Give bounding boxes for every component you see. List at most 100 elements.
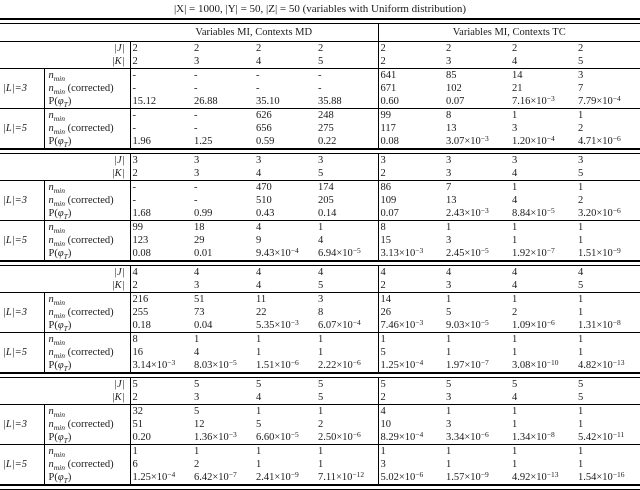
value-cell: 4 — [377, 265, 444, 279]
exponent: −3 — [415, 245, 424, 255]
value-cell: 26 — [377, 306, 444, 319]
value-cell: 5 — [194, 406, 200, 417]
value-cell: 1 — [512, 334, 518, 345]
exponent: −3 — [228, 429, 237, 439]
value-cell: 2.41×10−9 — [256, 469, 299, 484]
value-cell: 3 — [194, 155, 200, 166]
exponent: −3 — [415, 317, 424, 327]
value-cell: 1 — [377, 444, 444, 458]
jk-label-K: |K| — [44, 55, 130, 69]
value-cell: 7.16×10−3 — [510, 94, 576, 109]
value-cell: 1 — [446, 446, 452, 457]
value-cell: 3 — [444, 167, 510, 181]
value-cell: 0.18 — [129, 319, 192, 333]
value-cell: 4 — [377, 404, 444, 418]
value-cell: 8 — [446, 110, 452, 121]
value-cell: 3 — [377, 153, 444, 167]
row-label: nmin (corrected) — [48, 347, 114, 360]
spacer-cell — [0, 378, 44, 392]
value-cell: 1.57×10−9 — [446, 469, 489, 484]
value-cell: 2 — [377, 279, 444, 293]
data-row: nmin (corrected) - - - -671 102 21 7 — [0, 82, 640, 96]
value-cell: 510 — [256, 195, 272, 206]
value-cell: 99 — [377, 108, 444, 122]
row-label: nmin — [48, 182, 66, 195]
value-cell: 3.20×10−6 — [576, 206, 640, 221]
value-cell: 5 — [377, 346, 444, 359]
data-row: |L|=3 nmin 216 51 11 3 14 1 1 1 — [0, 292, 640, 333]
value-cell: 1 — [318, 334, 324, 345]
data-row: |L|=5 nmin - -626 248 99 8 1 1 — [0, 108, 640, 149]
value-cell: 0.07 — [377, 207, 444, 221]
value-cell: 7.46×10−3 — [377, 317, 444, 333]
rule-cell — [0, 372, 640, 378]
value-cell: 2.43×10−3 — [444, 205, 510, 221]
value-cell: 13 — [446, 123, 457, 134]
value-cell: 8.29×10−4 — [377, 430, 444, 445]
value-cell: 8 — [129, 332, 192, 346]
spacer-cell — [0, 55, 44, 69]
value-cell: 1 — [578, 406, 584, 417]
value-cell: 73 — [194, 307, 205, 318]
value-cell: 9.03×10−5 — [444, 318, 510, 333]
exponent: −6 — [415, 469, 424, 479]
value-cell: 4 — [512, 267, 518, 278]
data-row: nmin (corrected) 255 73 22 8 26 5 2 1 — [0, 306, 640, 320]
row-label: P(φT) — [44, 431, 130, 445]
exponent: −3 — [480, 205, 489, 215]
row-label: nmin (corrected) — [48, 307, 114, 320]
value-cell: 5 — [576, 167, 640, 181]
data-row: P(φT) 1.68 0.99 0.43 0.14 0.07 2.43×10−3 8.84×1… — [0, 205, 640, 221]
value-cell: 8 — [318, 307, 324, 318]
value-cell: 1 — [578, 446, 584, 457]
jk-label-J: |J| — [114, 43, 125, 54]
value-cell: - — [194, 83, 198, 94]
value-cell: 5 — [576, 55, 640, 69]
value-cell: 4 — [318, 267, 324, 278]
group-header-tc: Variables MI, Contexts TC — [377, 23, 640, 42]
value-cell: 1.34×10−8 — [510, 430, 576, 445]
exponent: −7 — [228, 469, 237, 479]
value-cell: 1 — [512, 406, 518, 417]
value-cell: - — [256, 83, 260, 94]
value-cell: 3 — [192, 391, 254, 405]
exponent: −4 — [415, 357, 424, 367]
row-label: P(φT) — [48, 248, 72, 261]
value-cell: 1 — [446, 459, 452, 470]
value-cell: 4 — [256, 222, 262, 233]
data-row: P(φT) 0.20 1.36×10−3 6.60×10−5 2.50×10−6 8.29… — [0, 429, 640, 445]
exponent: −9 — [612, 245, 621, 255]
value-cell: 1 — [578, 334, 584, 345]
jk-row-J: |J| 4 4 4 4 4 4 4 4 — [0, 265, 640, 279]
row-label: nmin — [48, 222, 66, 235]
exponent: −4 — [290, 245, 299, 255]
value-cell: 1 — [256, 446, 262, 457]
exponent: −6 — [290, 357, 299, 367]
value-cell: 2 — [446, 43, 452, 54]
value-cell: 51 — [129, 418, 192, 431]
value-cell: 2 — [512, 43, 518, 54]
value-cell: 3 — [192, 55, 254, 69]
exponent: −3 — [290, 317, 299, 327]
data-row: |L|=5 nmin 99 18 4 1 8 1 1 1 — [0, 220, 640, 261]
value-cell: 2 — [194, 459, 200, 470]
row-label: P(φT) — [48, 360, 72, 373]
value-cell: 1 — [512, 294, 518, 305]
block-label-L5: |L|=5 — [0, 444, 45, 485]
value-cell: 1 — [578, 307, 584, 318]
value-cell: 4 — [512, 195, 518, 206]
value-cell: 1.51×10−9 — [578, 245, 621, 260]
value-cell: 2.45×10−5 — [446, 245, 489, 260]
value-cell: 5 — [512, 379, 518, 390]
row-label: nmin (corrected) — [48, 195, 114, 208]
value-cell: 5.42×10−11 — [576, 430, 640, 445]
value-cell: 1.25 — [194, 136, 213, 147]
value-cell: 1 — [318, 406, 324, 417]
value-cell: 0.07 — [444, 95, 510, 109]
value-cell: 2 — [129, 167, 192, 181]
value-cell: - — [318, 83, 322, 94]
value-cell: 29 — [194, 235, 205, 246]
value-cell: 1 — [578, 294, 584, 305]
value-cell: 26.88 — [192, 95, 254, 109]
data-row: nmin (corrected) - - 510 205 109 13 4 2 — [0, 194, 640, 208]
